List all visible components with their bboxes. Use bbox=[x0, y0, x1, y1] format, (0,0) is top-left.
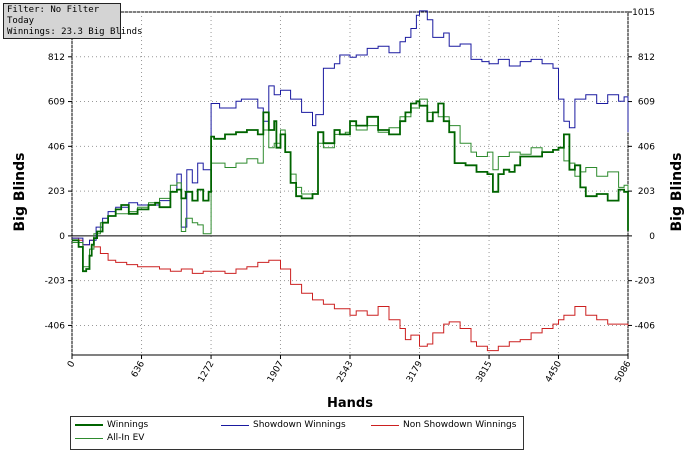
x-tick-label: 4450 bbox=[544, 359, 564, 384]
y-tick-label-left: 0 bbox=[59, 232, 65, 242]
y-tick-label-right: 0 bbox=[649, 232, 655, 242]
legend-item-winnings: Winnings bbox=[75, 420, 148, 430]
info-box: Filter: No Filter Today Winnings: 23.3 B… bbox=[3, 3, 143, 39]
series-line-non-showdown-winnings bbox=[72, 237, 629, 352]
y-tick-label-left: 609 bbox=[48, 98, 65, 108]
x-tick-label: 5086 bbox=[613, 359, 633, 384]
winnings-text: Winnings: 23.3 Big Blinds bbox=[7, 27, 143, 37]
legend-label-showdown: Showdown Winnings bbox=[253, 420, 346, 430]
plot-area bbox=[71, 11, 629, 356]
filter-text: Filter: No Filter bbox=[7, 5, 100, 15]
y-tick-label-right: 609 bbox=[638, 98, 655, 108]
y-tick-label-right: 1015 bbox=[632, 8, 655, 18]
legend-label-non-showdown: Non Showdown Winnings bbox=[403, 420, 517, 430]
y-axis-title-left: Big Blinds bbox=[12, 153, 28, 232]
y-tick-label-right: -203 bbox=[635, 277, 655, 287]
legend: Winnings Showdown Winnings Non Showdown … bbox=[70, 416, 524, 450]
legend-swatch-allin-ev bbox=[75, 437, 103, 439]
legend-item-allin-ev: All-In EV bbox=[75, 433, 144, 443]
legend-swatch-non-showdown bbox=[371, 424, 399, 426]
grid bbox=[71, 11, 629, 355]
legend-label-winnings: Winnings bbox=[107, 420, 149, 430]
x-tick-label: 2543 bbox=[335, 360, 355, 385]
y-tick-label-left: -406 bbox=[45, 321, 66, 331]
period-text: Today bbox=[7, 16, 35, 26]
legend-item-showdown: Showdown Winnings bbox=[221, 420, 346, 430]
x-tick-label: 3179 bbox=[405, 359, 425, 384]
y-tick-label-right: 812 bbox=[638, 53, 655, 63]
legend-item-non-showdown: Non Showdown Winnings bbox=[371, 420, 516, 430]
y-tick-label-left: -203 bbox=[45, 277, 65, 287]
legend-swatch-winnings bbox=[75, 424, 103, 426]
y-axis-title-right: Big Blinds bbox=[669, 153, 685, 232]
series-line-winnings bbox=[72, 100, 629, 273]
series-line-showdown-winnings bbox=[72, 10, 629, 246]
x-tick-label: 0 bbox=[66, 359, 78, 369]
y-tick-label-left: 812 bbox=[48, 53, 65, 63]
y-tick-label-left: 203 bbox=[48, 187, 65, 197]
y-tick-label-right: -406 bbox=[635, 321, 656, 331]
y-tick-label-right: 406 bbox=[638, 142, 655, 152]
x-tick-label: 3815 bbox=[475, 360, 495, 385]
y-tick-label-left: 406 bbox=[48, 142, 65, 152]
x-axis-title: Hands bbox=[327, 396, 373, 411]
legend-label-allin-ev: All-In EV bbox=[107, 433, 145, 443]
x-tick-label: 1272 bbox=[197, 360, 217, 385]
y-tick-label-right: 203 bbox=[638, 187, 655, 197]
legend-swatch-showdown bbox=[221, 424, 249, 426]
x-tick-label: 1907 bbox=[266, 360, 286, 385]
x-tick-label: 636 bbox=[130, 359, 147, 379]
series-layer bbox=[72, 10, 629, 352]
